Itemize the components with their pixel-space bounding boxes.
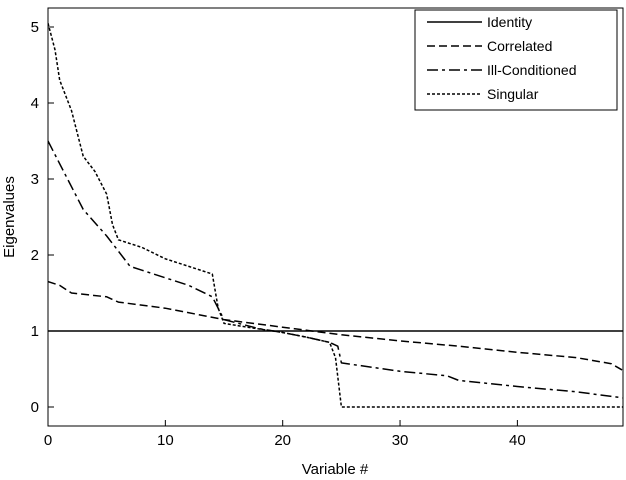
y-tick-label: 2 [31,247,39,264]
y-tick-label: 0 [31,399,39,416]
series-line-ill-conditioned [48,140,623,399]
legend-label: Singular [487,86,539,102]
series-layer [48,23,623,408]
y-tick-label: 4 [31,95,39,112]
legend: Identity Correlated Ill-Conditioned Singula… [414,9,618,111]
legend-label: Correlated [487,38,552,54]
plot-frame [47,7,624,427]
axis-ticks: 0 10 20 30 40 0 1 2 3 4 5 [31,19,526,449]
series-line-correlated [48,280,623,372]
legend-label: Identity [487,14,532,30]
x-tick-label: 20 [274,432,291,449]
x-tick-label: 10 [157,432,174,449]
x-axis-label: Variable # [302,461,369,478]
y-tick-label: 3 [31,171,39,188]
series-line-singular [48,23,623,408]
x-tick-label: 30 [392,432,409,449]
legend-label: Ill-Conditioned [487,62,577,78]
y-tick-label: 5 [31,19,39,36]
x-tick-label: 40 [509,432,526,449]
x-tick-label: 0 [44,432,52,449]
y-axis-label: Eigenvalues [1,176,18,258]
y-tick-label: 1 [31,323,39,340]
